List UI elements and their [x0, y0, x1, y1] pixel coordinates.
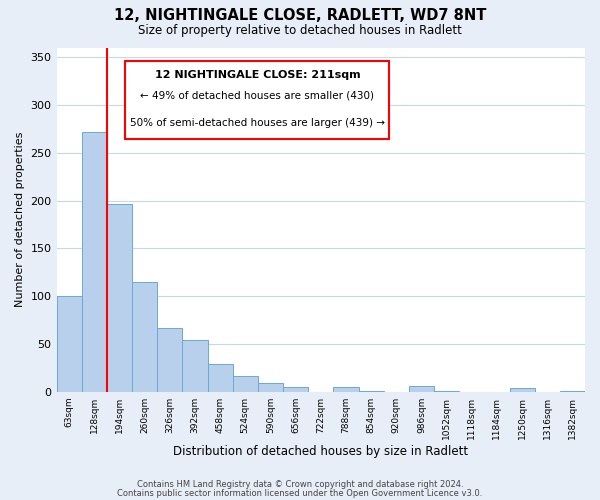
Bar	[82, 132, 107, 392]
Y-axis label: Number of detached properties: Number of detached properties	[15, 132, 25, 308]
Bar	[409, 386, 434, 392]
Bar	[208, 364, 233, 392]
Bar	[359, 391, 383, 392]
Bar	[107, 204, 132, 392]
Bar	[182, 340, 208, 392]
X-axis label: Distribution of detached houses by size in Radlett: Distribution of detached houses by size …	[173, 444, 469, 458]
Bar	[258, 384, 283, 392]
Bar	[157, 328, 182, 392]
Bar	[283, 387, 308, 392]
Bar	[56, 296, 82, 392]
Text: 50% of semi-detached houses are larger (439) →: 50% of semi-detached houses are larger (…	[130, 118, 385, 128]
Text: 12, NIGHTINGALE CLOSE, RADLETT, WD7 8NT: 12, NIGHTINGALE CLOSE, RADLETT, WD7 8NT	[114, 8, 486, 22]
Bar	[434, 391, 459, 392]
Bar	[509, 388, 535, 392]
Text: Size of property relative to detached houses in Radlett: Size of property relative to detached ho…	[138, 24, 462, 37]
Text: Contains HM Land Registry data © Crown copyright and database right 2024.: Contains HM Land Registry data © Crown c…	[137, 480, 463, 489]
Bar	[334, 387, 359, 392]
Bar	[233, 376, 258, 392]
Bar	[132, 282, 157, 392]
FancyBboxPatch shape	[125, 62, 389, 139]
Bar	[560, 391, 585, 392]
Text: ← 49% of detached houses are smaller (430): ← 49% of detached houses are smaller (43…	[140, 90, 374, 101]
Text: Contains public sector information licensed under the Open Government Licence v3: Contains public sector information licen…	[118, 489, 482, 498]
Text: 12 NIGHTINGALE CLOSE: 211sqm: 12 NIGHTINGALE CLOSE: 211sqm	[155, 70, 360, 80]
